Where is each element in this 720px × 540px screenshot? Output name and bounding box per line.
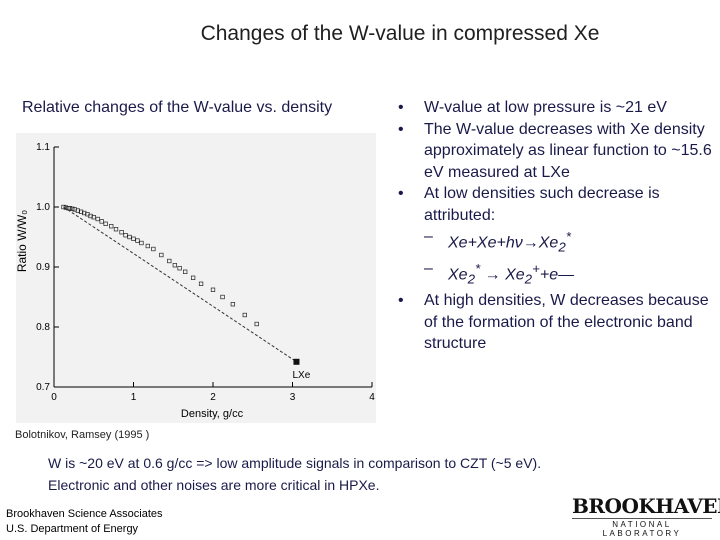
x-tick-label: 4	[369, 392, 375, 403]
chart-caption: Relative changes of the W-value vs. dens…	[22, 99, 333, 116]
bullet-text: The W-value decreases with Xe density ap…	[424, 120, 712, 181]
bullet-text: At high densities, W decreases because o…	[424, 292, 709, 353]
summary-note: W is ~20 eV at 0.6 g/cc => low amplitude…	[48, 452, 541, 496]
data-point	[75, 208, 80, 213]
data-point	[198, 281, 204, 286]
reaction-2: – Xe2* → Xe2++e—	[424, 260, 575, 287]
data-point	[172, 263, 177, 268]
note-line: Electronic and other noises are more cri…	[48, 477, 380, 493]
y-tick-label: 1.1	[36, 142, 50, 153]
data-point	[78, 209, 84, 214]
data-point	[103, 221, 108, 226]
brookhaven-logo: BROOKHAVEN NATIONAL LABORATORY	[572, 494, 720, 538]
density-chart: 0 1 2 3 4 0.7 0.8 0.9 1.0 1.1 Density, g/cc Ratio…	[15, 142, 375, 420]
data-point	[210, 287, 216, 292]
data-point	[177, 266, 182, 271]
data-point	[131, 236, 136, 241]
data-point	[95, 216, 100, 222]
reaction-1: – Xe+Xe+hν→Xe2*	[424, 228, 571, 255]
data-point	[183, 269, 188, 274]
bullet-item: • At low densities such decrease is attri…	[398, 185, 660, 224]
x-tick-label: 0	[51, 392, 57, 403]
data-point	[220, 294, 225, 300]
data-point	[151, 246, 156, 252]
data-point	[72, 207, 77, 212]
y-tick-label: 0.8	[36, 322, 50, 333]
y-tick-label: 0.9	[36, 262, 50, 273]
data-point	[82, 210, 87, 216]
data-point	[135, 238, 140, 243]
data-point	[123, 233, 128, 238]
data-point	[99, 219, 104, 224]
data-point	[190, 275, 196, 280]
data-point	[70, 206, 75, 211]
footer: Brookhaven Science Associates U.S. Depar…	[6, 507, 163, 537]
citation: Bolotnikov, Ramsey (1995 )	[15, 429, 150, 441]
data-point	[67, 206, 73, 211]
y-axis-label: Ratio W/W₀	[16, 210, 29, 272]
data-point	[109, 224, 114, 229]
bullet-item: • At high densities, W decreases because …	[398, 292, 709, 353]
data-point	[91, 215, 96, 220]
bullet-list: • W-value at low pressure is ~21 eV • The …	[396, 97, 716, 355]
note-line: W is ~20 eV at 0.6 g/cc => low amplitude…	[48, 455, 542, 471]
footer-line: Brookhaven Science Associates	[6, 508, 163, 520]
data-point	[139, 240, 144, 246]
bullet-item: • W-value at low pressure is ~21 eV	[398, 99, 667, 116]
data-point	[254, 321, 259, 327]
slide-title: Changes of the W-value in compressed Xe	[200, 22, 600, 45]
x-tick-label: 2	[210, 392, 216, 403]
data-point	[63, 205, 69, 210]
data-point	[159, 252, 164, 258]
bullet-text: W-value at low pressure is ~21 eV	[424, 99, 667, 116]
data-point	[61, 204, 66, 210]
lxe-annotation: LXe	[292, 370, 310, 381]
data-point	[119, 230, 124, 235]
bullet-item: • The W-value decreases with Xe density a…	[398, 120, 712, 181]
x-axis-label: Density, g/cc	[181, 408, 244, 420]
data-point	[167, 258, 172, 264]
bullet-text: At low densities such decrease is attrib…	[424, 185, 660, 224]
chart-panel: 0 1 2 3 4 0.7 0.8 0.9 1.0 1.1 Density, g/cc Ratio…	[15, 133, 376, 423]
data-point	[230, 302, 236, 307]
fit-line	[63, 206, 297, 363]
lxe-point	[293, 358, 300, 365]
y-tick-label: 1.0	[36, 202, 50, 213]
data-point	[127, 234, 132, 240]
x-tick-label: 3	[290, 392, 296, 403]
data-point	[242, 312, 247, 318]
data-point	[113, 227, 119, 232]
y-tick-label: 0.7	[36, 382, 50, 393]
data-point	[88, 213, 93, 219]
data-point	[145, 243, 150, 249]
footer-line: U.S. Department of Energy	[6, 523, 139, 535]
x-tick-label: 1	[131, 392, 137, 403]
